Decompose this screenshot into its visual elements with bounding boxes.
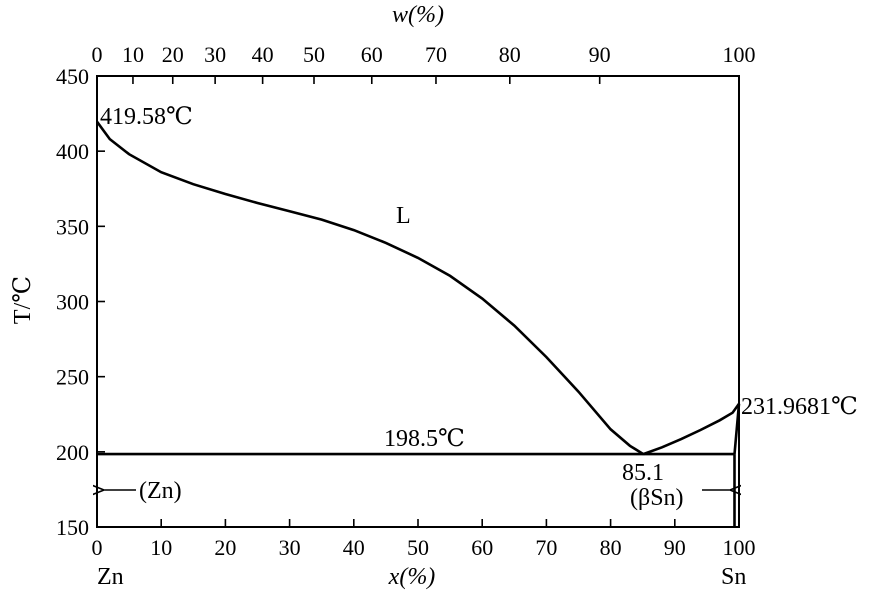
sn-element-label: Sn [721,564,746,590]
top-tick-label: 40 [252,42,274,67]
liquidus-zn-side [95,120,644,456]
sn-solidus-line [733,403,741,455]
curves-layer [95,120,741,527]
eutectic-comp-label: 85.1 [622,460,664,486]
x-axis-title: x(%) [388,564,436,590]
top-tick-label: 50 [303,42,325,67]
zn-element-label: Zn [97,564,124,590]
top-tick-label: 0 [92,42,103,67]
top-tick-label: 80 [499,42,521,67]
eutectic-temp-label: 198.5℃ [384,426,465,452]
top-tick-label: 90 [589,42,611,67]
top-tick-label: 30 [204,42,226,67]
x-tick-label: 30 [279,535,301,560]
top-tick-label: 60 [361,42,383,67]
liquid-region-label: L [396,203,411,229]
x-tick-label: 70 [535,535,557,560]
x-tick-label: 50 [407,535,429,560]
sn-phase-label: (βSn) [630,485,684,511]
y-tick-label: 300 [56,290,89,315]
x-tick-label: 60 [471,535,493,560]
top-tick-label: 100 [723,42,756,67]
zn-phase-label: (Zn) [139,478,182,504]
top-tick-label: 20 [162,42,184,67]
y-tick-label: 200 [56,440,89,465]
y-tick-label: 350 [56,214,89,239]
x-tick-label: 0 [92,535,103,560]
liquidus-sn-side [642,403,741,456]
y-tick-label: 250 [56,365,89,390]
sn-melting-label: 231.9681℃ [741,394,858,420]
x-tick-label: 100 [723,535,756,560]
x-tick-label: 20 [214,535,236,560]
y-axis-title: T/℃ [10,276,36,324]
y-tick-label: 150 [56,515,89,540]
top-tick-label: 70 [425,42,447,67]
y-tick-label: 450 [56,64,89,89]
x-tick-label: 90 [664,535,686,560]
top-axis-title: w(%) [392,2,444,28]
y-tick-label: 400 [56,139,89,164]
x-tick-label: 80 [600,535,622,560]
x-tick-label: 10 [150,535,172,560]
top-tick-label: 10 [122,42,144,67]
x-tick-label: 40 [343,535,365,560]
zn-melting-label: 419.58℃ [100,104,193,130]
